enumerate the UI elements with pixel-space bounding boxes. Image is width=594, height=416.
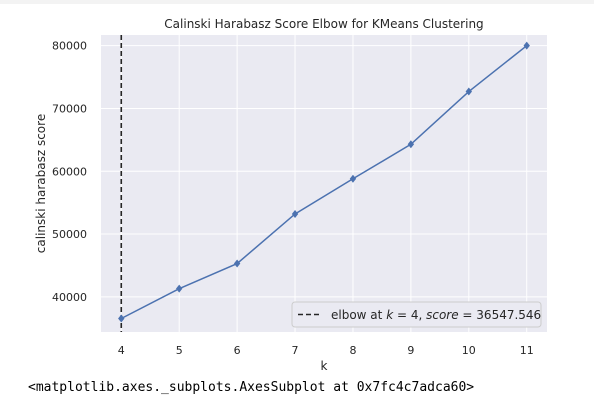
- y-tick-label: 70000: [52, 102, 87, 115]
- y-tick-label: 40000: [52, 291, 87, 304]
- x-tick-label: 4: [118, 344, 125, 357]
- data-point: [175, 284, 183, 293]
- y-tick-label: 80000: [52, 40, 87, 53]
- x-tick-label: 8: [349, 344, 356, 357]
- legend: elbow at k = 4, score = 36547.546: [291, 301, 542, 328]
- data-point: [465, 87, 473, 96]
- data-point: [523, 41, 530, 50]
- legend-label: elbow at k = 4, score = 36547.546: [331, 308, 541, 322]
- score-series: [118, 41, 530, 323]
- x-tick-label: 9: [407, 344, 414, 357]
- notebook-cell-top-border: [0, 0, 594, 4]
- x-tick-label: 7: [292, 344, 299, 357]
- x-tick-label: 5: [176, 344, 183, 357]
- x-axis-label: k: [321, 359, 328, 373]
- series-line: [120, 45, 528, 320]
- y-tick-label: 50000: [52, 228, 87, 241]
- legend-box: [291, 301, 542, 328]
- legend-eq2: = 36547.546: [459, 308, 542, 322]
- data-point: [349, 174, 357, 183]
- chart-title: Calinski Harabasz Score Elbow for KMeans…: [164, 17, 483, 31]
- legend-eq1: = 4,: [393, 308, 426, 322]
- legend-score-var: score: [426, 308, 459, 322]
- x-tick-label: 10: [462, 344, 476, 357]
- grid-lines: [101, 35, 547, 332]
- x-tick-label: 11: [520, 344, 534, 357]
- data-point: [233, 259, 241, 268]
- y-axis-label: calinski harabasz score: [34, 114, 48, 253]
- legend-prefix: elbow at: [331, 308, 386, 322]
- legend-k-var: k: [386, 308, 394, 322]
- elbow-chart: 4 5 6 7 8 9 10 11 40000 50000 60000 70000 80000 Cali…: [34, 17, 547, 373]
- data-point: [118, 314, 125, 323]
- data-point: [291, 209, 299, 218]
- cell-output-repr: <matplotlib.axes._subplots.AxesSubplot a…: [28, 380, 475, 395]
- axis-ticks: 4 5 6 7 8 9 10 11 40000 50000 60000 70000 80000: [52, 40, 534, 357]
- x-tick-label: 6: [234, 344, 241, 357]
- y-tick-label: 60000: [52, 165, 87, 178]
- data-point: [407, 140, 415, 149]
- plot-area: [101, 35, 547, 332]
